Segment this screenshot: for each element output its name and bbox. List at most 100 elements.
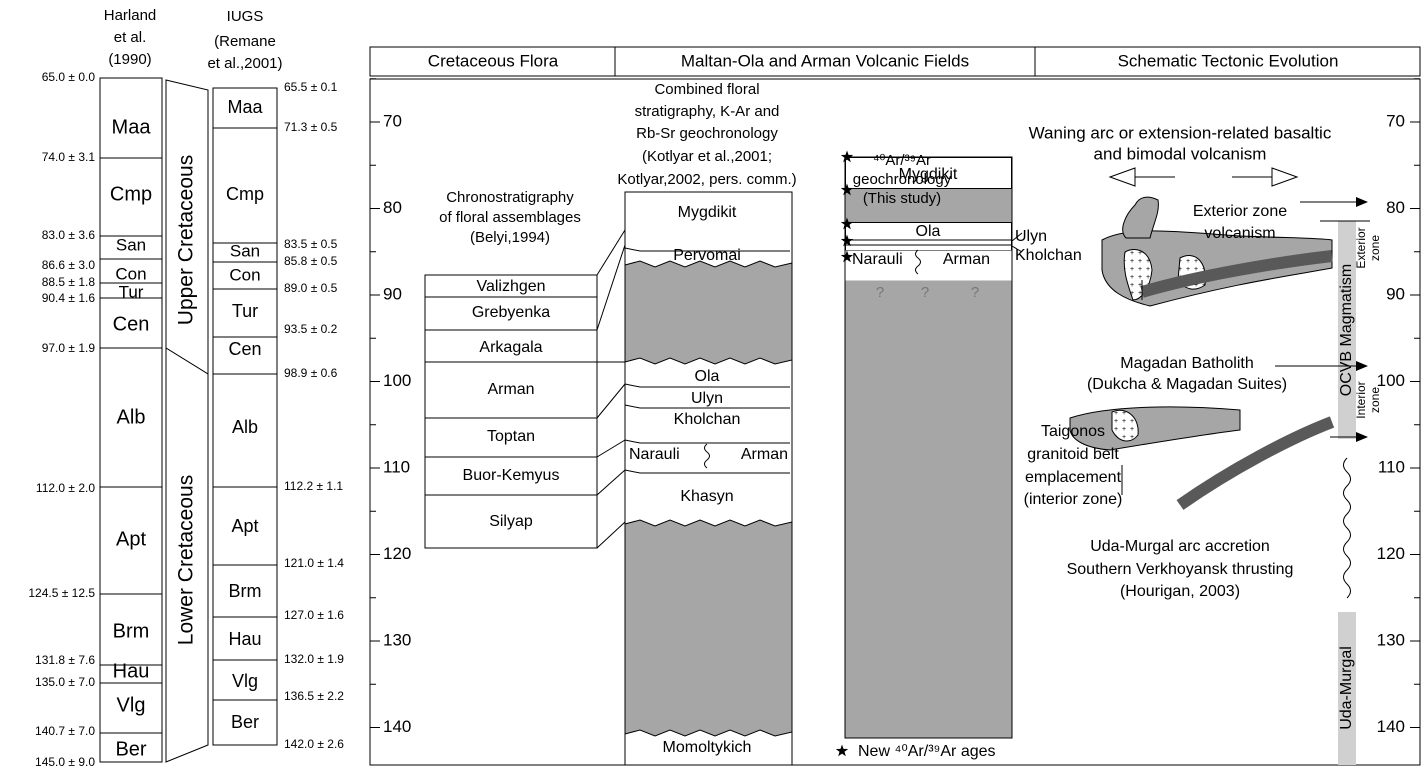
age-label: 80 bbox=[383, 198, 402, 217]
column-title: (Belyi,1994) bbox=[470, 229, 550, 246]
boundary-age: 88.5 ± 1.8 bbox=[42, 275, 96, 289]
correlation-line bbox=[597, 230, 625, 275]
boundary-age: 124.5 ± 12.5 bbox=[28, 586, 95, 600]
age-star bbox=[836, 745, 848, 757]
boundary-age: 71.3 ± 0.5 bbox=[284, 120, 338, 134]
flora-unit: Valizhgen bbox=[476, 278, 545, 295]
combined-unit: Mygdikit bbox=[678, 204, 737, 221]
column-title: Chronostratigraphy bbox=[446, 189, 574, 206]
column-title: Combined floral bbox=[654, 81, 759, 98]
boundary-age: 90.4 ± 1.6 bbox=[42, 291, 96, 305]
stage-label: Cmp bbox=[110, 183, 152, 205]
age-label: 70 bbox=[1386, 111, 1405, 130]
age-label: 120 bbox=[1377, 544, 1405, 563]
stage-label: Cen bbox=[228, 339, 261, 359]
period-label: Lower Cretaceous bbox=[175, 475, 198, 645]
stage-label: Brm bbox=[113, 620, 150, 642]
flora-unit: Buor-Kemyus bbox=[463, 467, 560, 484]
age-label: 130 bbox=[383, 630, 411, 649]
age-label: 110 bbox=[1378, 457, 1405, 476]
age-label: 100 bbox=[383, 371, 411, 390]
column-title: (Kotlyar et al.,2001; bbox=[642, 148, 772, 165]
stage-label: Cmp bbox=[226, 184, 264, 204]
boundary-age: 65.0 ± 0.0 bbox=[42, 70, 96, 84]
age-label: 90 bbox=[1386, 284, 1405, 303]
flora-unit: Toptan bbox=[487, 428, 535, 445]
stage-label: Con bbox=[115, 264, 146, 283]
unknown-age: ? bbox=[876, 284, 884, 301]
page: + Harlandet al.(1990)65.0 ± 0.074.0 ± 3.… bbox=[0, 0, 1426, 768]
correlation-line bbox=[597, 245, 625, 330]
boundary-age: 83.0 ± 3.6 bbox=[42, 228, 96, 242]
note: (Dukcha & Magadan Suites) bbox=[1087, 376, 1287, 393]
arrowhead bbox=[1110, 168, 1135, 186]
note: (Hourigan, 2003) bbox=[1120, 583, 1240, 600]
note: Magadan Batholith bbox=[1120, 355, 1253, 372]
boundary-age: 136.5 ± 2.2 bbox=[284, 689, 344, 703]
note: (interior zone) bbox=[1024, 491, 1123, 508]
column-title: IUGS bbox=[227, 8, 264, 25]
note: emplacement bbox=[1025, 469, 1122, 486]
note: volcanism bbox=[1204, 225, 1275, 242]
note: Taigonos bbox=[1041, 423, 1105, 440]
flora-unit: Silyap bbox=[489, 513, 533, 530]
note: Waning arc or extension-related basaltic bbox=[1029, 123, 1332, 142]
legend-label: New ⁴⁰Ar/³⁹Ar ages bbox=[858, 743, 996, 760]
zone-label: zone bbox=[1368, 387, 1382, 413]
column-header: Cretaceous Flora bbox=[428, 51, 559, 70]
zone-label: Interior bbox=[1354, 381, 1368, 418]
age-label: 140 bbox=[383, 717, 411, 736]
arrowhead bbox=[1272, 168, 1297, 186]
note: Exterior zone bbox=[1193, 203, 1287, 220]
zone-label: zone bbox=[1368, 235, 1382, 261]
boundary-age: 140.7 ± 7.0 bbox=[35, 724, 95, 738]
boundary-age: 97.0 ± 1.9 bbox=[42, 341, 96, 355]
bar-label: OCVB Magmatism bbox=[1338, 264, 1355, 396]
bar-label: Uda-Murgal bbox=[1338, 646, 1355, 730]
stage-label: Ber bbox=[115, 738, 146, 760]
side-label: Ulyn bbox=[1015, 228, 1047, 245]
gap-shading bbox=[625, 520, 792, 736]
arrowhead bbox=[1356, 432, 1368, 442]
boundary-age: 135.0 ± 7.0 bbox=[35, 675, 95, 689]
column-title: (Remane bbox=[214, 33, 276, 50]
zone-label: Exterior bbox=[1354, 227, 1368, 268]
unknown-age: ? bbox=[971, 284, 979, 301]
correlation-line bbox=[597, 470, 625, 495]
boundary-age: 85.8 ± 0.5 bbox=[284, 254, 338, 268]
age-label: 120 bbox=[383, 544, 411, 563]
column-title: et al. bbox=[114, 29, 147, 46]
flora-unit: Arkagala bbox=[479, 339, 542, 356]
arar-unit: Ola bbox=[916, 223, 941, 240]
arrowhead bbox=[1356, 197, 1368, 207]
age-label: 90 bbox=[383, 284, 402, 303]
flora-unit: Arman bbox=[487, 381, 534, 398]
boundary-age: 98.9 ± 0.6 bbox=[284, 366, 338, 380]
unknown-age: ? bbox=[921, 284, 929, 301]
column-header: Maltan-Ola and Arman Volcanic Fields bbox=[681, 51, 969, 70]
column-title: Harland bbox=[104, 7, 157, 24]
stage-label: San bbox=[230, 241, 260, 260]
stage-label: Vlg bbox=[117, 694, 146, 716]
combined-unit: Narauli bbox=[629, 446, 680, 463]
column-title: stratigraphy, K-Ar and bbox=[635, 103, 780, 120]
boundary-age: 89.0 ± 0.5 bbox=[284, 281, 338, 295]
stage-label: Maa bbox=[227, 97, 263, 117]
stage-label: Cen bbox=[113, 313, 150, 335]
column-title: (This study) bbox=[863, 190, 941, 207]
figure: + Harlandet al.(1990)65.0 ± 0.074.0 ± 3.… bbox=[0, 0, 1426, 768]
column-title: of floral assemblages bbox=[439, 209, 581, 226]
stage-label: Apt bbox=[116, 528, 146, 550]
boundary-age: 86.6 ± 3.0 bbox=[42, 258, 96, 272]
boundary-age: 93.5 ± 0.2 bbox=[284, 322, 338, 336]
column-title: et al.,2001) bbox=[207, 55, 282, 72]
arar-unit: Narauli bbox=[852, 251, 903, 268]
age-label: 80 bbox=[1386, 198, 1405, 217]
boundary-age: 131.8 ± 7.6 bbox=[35, 653, 95, 667]
arrowhead bbox=[1356, 361, 1368, 371]
boundary-age: 142.0 ± 2.6 bbox=[284, 737, 344, 751]
flora-unit: Grebyenka bbox=[472, 304, 550, 321]
note: Southern Verkhoyansk thrusting bbox=[1067, 561, 1294, 578]
boundary-age: 112.0 ± 2.0 bbox=[36, 481, 95, 495]
age-label: 110 bbox=[383, 457, 410, 476]
